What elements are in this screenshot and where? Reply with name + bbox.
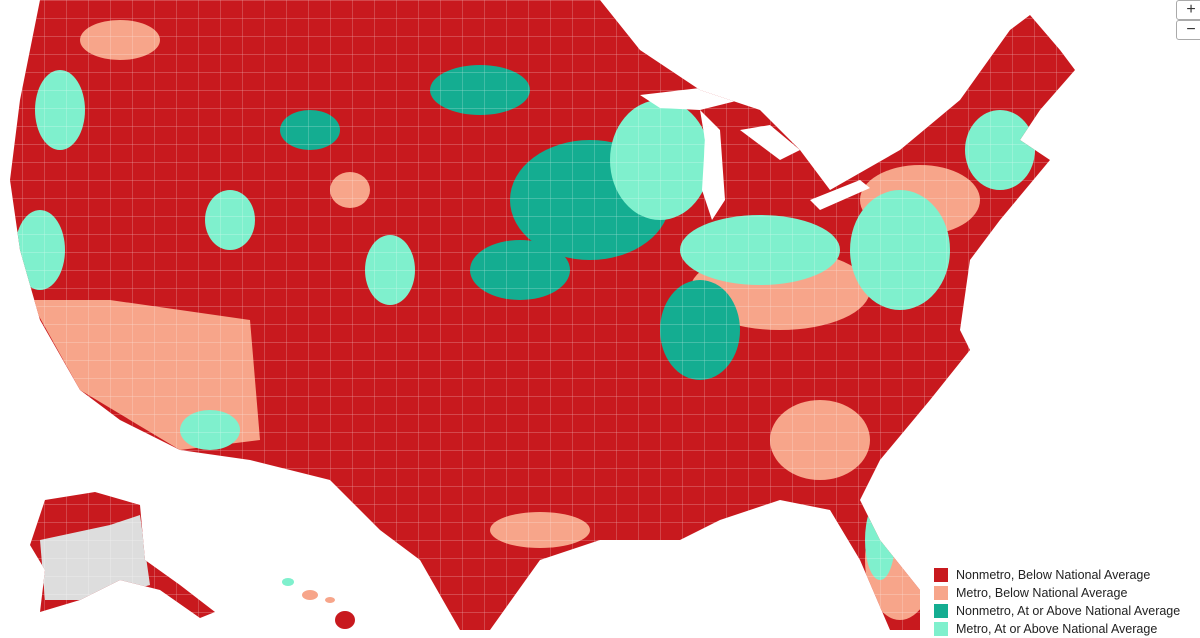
legend-item: Metro, At or Above National Average xyxy=(934,620,1200,638)
legend-item: Nonmetro, At or Above National Average xyxy=(934,602,1200,620)
legend-label: Nonmetro, At or Above National Average xyxy=(956,604,1181,618)
legend: Nonmetro, Below National Average Metro, B… xyxy=(934,566,1200,638)
legend-label: Metro, Below National Average xyxy=(956,586,1128,600)
region xyxy=(282,578,294,586)
region xyxy=(335,611,355,629)
zoom-in-button[interactable]: + xyxy=(1176,0,1200,20)
legend-item: Metro, Below National Average xyxy=(934,584,1200,602)
alaska xyxy=(30,492,215,618)
lake xyxy=(700,110,725,220)
lake xyxy=(740,125,800,160)
region xyxy=(325,597,335,603)
legend-swatch xyxy=(934,586,948,600)
legend-swatch xyxy=(934,604,948,618)
region xyxy=(302,590,318,600)
legend-swatch xyxy=(934,622,948,636)
county-borders xyxy=(30,492,215,618)
county-borders xyxy=(10,0,1075,630)
lower-48 xyxy=(10,0,1075,630)
legend-swatch xyxy=(934,568,948,582)
legend-item: Nonmetro, Below National Average xyxy=(934,566,1200,584)
legend-label: Metro, At or Above National Average xyxy=(956,622,1158,636)
legend-label: Nonmetro, Below National Average xyxy=(956,568,1151,582)
hawaii xyxy=(282,578,355,629)
lake xyxy=(810,180,870,210)
zoom-out-button[interactable]: − xyxy=(1176,20,1200,40)
